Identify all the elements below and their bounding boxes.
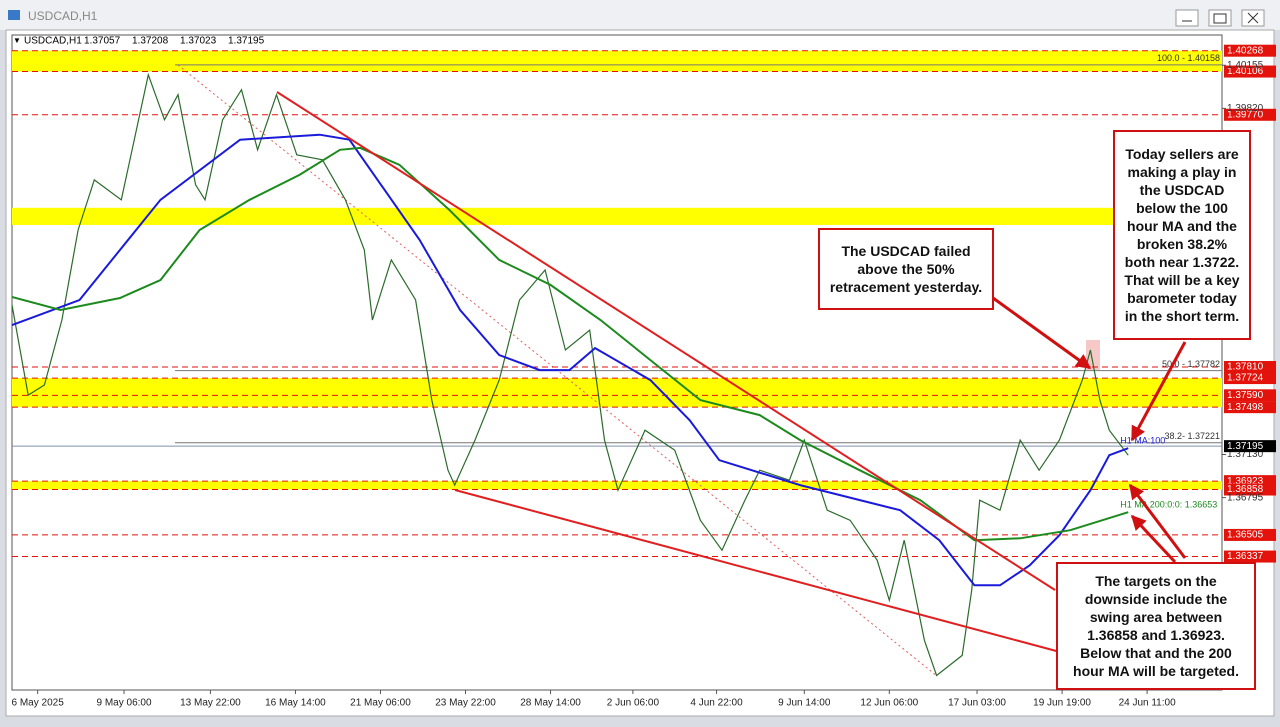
level-label: 1.40268 xyxy=(1227,45,1264,56)
arrow xyxy=(1130,514,1177,564)
title-bar xyxy=(0,0,1280,30)
fib-label: 100.0 - 1.40158 xyxy=(1157,53,1220,63)
x-tick-label: 19 Jun 19:00 xyxy=(1033,698,1091,709)
x-tick-label: 17 Jun 03:00 xyxy=(948,698,1006,709)
ohlc-value: 1.37057 xyxy=(84,36,121,47)
y-tick-label: 1.36795 xyxy=(1227,492,1264,503)
x-tick-label: 9 Jun 14:00 xyxy=(778,698,831,709)
x-tick-label: 4 Jun 22:00 xyxy=(690,698,743,709)
zone-band xyxy=(12,378,1222,408)
x-tick-label: 24 Jun 11:00 xyxy=(1119,698,1177,709)
x-tick-label: 21 May 06:00 xyxy=(350,698,411,709)
ma-label: H1 MA 200:0:0: 1.36653 xyxy=(1120,500,1217,510)
x-tick-label: 6 May 2025 xyxy=(12,698,65,709)
dropdown[interactable]: ▼ xyxy=(13,36,21,45)
x-tick-label: 12 Jun 06:00 xyxy=(860,698,918,709)
button-glyphs xyxy=(1182,12,1259,24)
minimize-button[interactable] xyxy=(1175,9,1199,27)
zone-band xyxy=(12,50,1222,72)
level-label: 1.36923 xyxy=(1227,476,1264,487)
level-label-box xyxy=(1224,389,1276,402)
level-label: 1.36337 xyxy=(1227,551,1264,562)
level-label-box xyxy=(1224,528,1276,541)
y-tick-label: 1.40155 xyxy=(1227,60,1264,71)
chart-header: USDCAD,H1 1.37057 1.37208 1.37023 1.37195 xyxy=(24,36,265,47)
bid-box xyxy=(1224,440,1276,453)
arrow xyxy=(992,296,1092,370)
level-label-box xyxy=(1224,372,1276,385)
x-tick-label: 16 May 14:00 xyxy=(265,698,326,709)
level-label-box xyxy=(1224,550,1276,563)
ma-label: H1 MA:100 xyxy=(1120,436,1165,446)
ohlc-value: 1.37195 xyxy=(228,36,265,47)
moving-average xyxy=(12,146,1129,542)
plot-area xyxy=(11,34,1223,691)
ohlc-value: 1.37208 xyxy=(132,36,169,47)
x-tick-label: 13 May 22:00 xyxy=(180,698,241,709)
arrow xyxy=(1128,483,1187,559)
maximize-button[interactable] xyxy=(1208,9,1232,27)
ohlc-value: 1.37023 xyxy=(180,36,217,47)
moving-average xyxy=(12,133,1129,587)
fib-diagonal xyxy=(177,64,938,677)
fib-label: 38.2- 1.37221 xyxy=(1164,431,1220,441)
x-tick-label: 23 May 22:00 xyxy=(435,698,496,709)
y-tick-label: 1.37130 xyxy=(1227,449,1264,460)
level-label: 1.36505 xyxy=(1227,530,1264,541)
level-label: 1.36858 xyxy=(1227,484,1264,495)
level-label: 1.39770 xyxy=(1227,109,1264,120)
level-label: 1.37724 xyxy=(1227,373,1264,384)
level-label: 1.40106 xyxy=(1227,66,1264,77)
level-label-box xyxy=(1224,401,1276,414)
level-label-box xyxy=(1224,65,1276,78)
level-label-box xyxy=(1224,361,1276,374)
trend-lines xyxy=(276,91,1061,653)
bid-label: 1.37195 xyxy=(1227,441,1264,452)
fib-label: 50.0 - 1.37782 xyxy=(1162,359,1220,369)
level-label-box xyxy=(1224,108,1276,121)
level-label: 1.37498 xyxy=(1227,402,1264,413)
level-label-box xyxy=(1224,44,1276,57)
annotation: Today sellers are making a play in the U… xyxy=(1113,130,1251,340)
arrows xyxy=(992,296,1187,564)
trend-line xyxy=(454,489,1061,653)
level-label: 1.37810 xyxy=(1227,362,1264,373)
annotation: The USDCAD failed above the 50% retracem… xyxy=(818,228,994,310)
arrow xyxy=(1130,341,1187,442)
x-tick-label: 9 May 06:00 xyxy=(97,698,152,709)
level-label: 1.37590 xyxy=(1227,390,1264,401)
price-line xyxy=(12,72,1129,677)
x-tick-label: 2 Jun 06:00 xyxy=(607,698,660,709)
zone-band xyxy=(12,207,1222,225)
annotation: The targets on the downside include the … xyxy=(1056,562,1256,690)
level-label-box xyxy=(1224,483,1276,496)
symbol: USDCAD,H1 xyxy=(24,36,82,47)
x-tick-label: 28 May 14:00 xyxy=(520,698,581,709)
window-icon xyxy=(8,10,20,20)
window-buttons[interactable] xyxy=(1175,9,1265,27)
trend-line xyxy=(276,91,1056,591)
y-tick-label: 1.39820 xyxy=(1227,103,1264,114)
window-title: USDCAD,H1 xyxy=(28,9,98,23)
